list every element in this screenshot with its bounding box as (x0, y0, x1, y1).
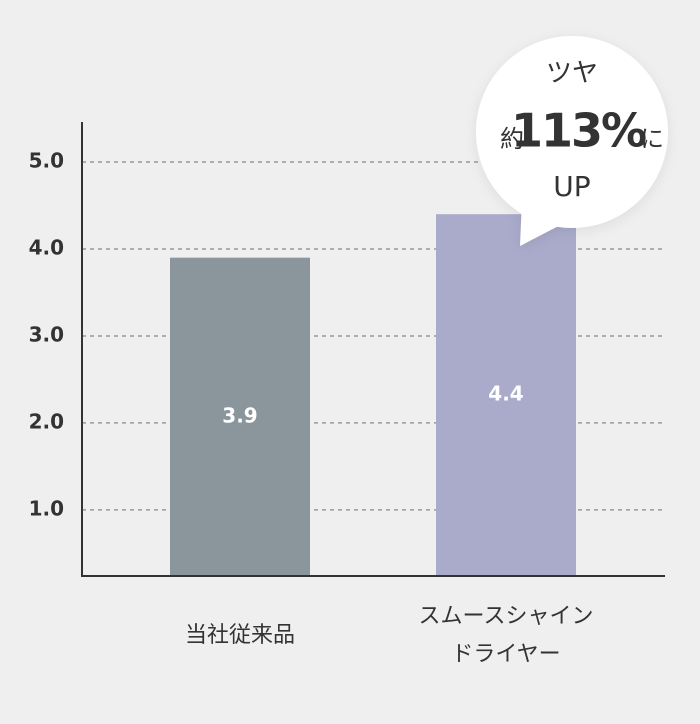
bar (170, 257, 310, 576)
callout-figure: 113% (511, 104, 646, 158)
value-label: 3.9 (222, 403, 257, 427)
callout-suffix: に (640, 125, 664, 153)
bar (436, 214, 576, 576)
callout-top: ツヤ (546, 59, 598, 89)
x-tick-label: スムースシャイン ドライヤー (418, 604, 594, 667)
y-tick-label: 1.0 (29, 496, 64, 520)
callout-prefix: 約 (500, 125, 524, 153)
y-tick-label: 3.0 (29, 322, 64, 346)
callout-bubble (476, 36, 668, 246)
y-tick-label: 5.0 (29, 149, 64, 173)
x-tick-label: 当社従来品 (184, 623, 295, 648)
y-tick-label: 4.0 (29, 235, 64, 259)
callout-bottom: UP (553, 170, 590, 203)
value-label: 4.4 (488, 382, 523, 406)
y-tick-label: 2.0 (29, 409, 64, 433)
